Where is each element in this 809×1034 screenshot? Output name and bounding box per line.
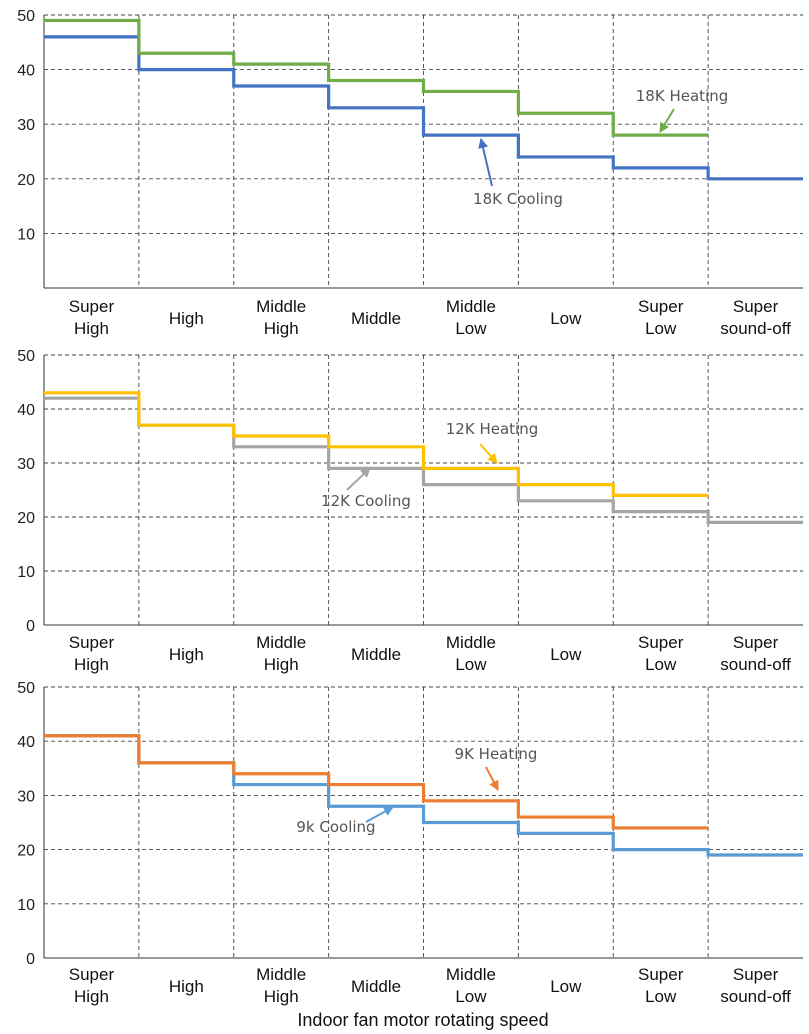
annotation-arrow bbox=[659, 108, 675, 133]
x-tick-label: Middle Low bbox=[446, 965, 496, 1006]
y-tick-label: 40 bbox=[17, 63, 35, 80]
series-annotation-label: 18K Cooling bbox=[473, 190, 563, 208]
y-tick-label: 50 bbox=[17, 348, 35, 365]
y-tick-label: 0 bbox=[26, 951, 35, 968]
x-tick-label: Super High bbox=[69, 965, 115, 1006]
x-tick-label: Super High bbox=[69, 297, 115, 338]
series-annotation-label: 18K Heating bbox=[636, 87, 728, 105]
annotation-arrow bbox=[478, 138, 493, 187]
annotation-arrow bbox=[479, 443, 498, 464]
y-tick-label: 0 bbox=[26, 618, 35, 635]
chart-3: 0 10 20 30 40 50 Super High High Middle High Middle… bbox=[17, 680, 803, 1030]
y-tick-label: 10 bbox=[17, 226, 35, 243]
series-line-1 bbox=[44, 391, 709, 497]
x-tick-label: Middle Low bbox=[446, 297, 496, 338]
x-tick-label: Super Low bbox=[638, 965, 684, 1006]
x-axis-title: Indoor fan motor rotating speed bbox=[297, 1010, 548, 1030]
series-annotation-label: 9K Heating bbox=[455, 745, 538, 763]
y-tick-label: 50 bbox=[17, 8, 35, 25]
x-tick-label: Middle High bbox=[256, 965, 306, 1006]
y-tick-label: 20 bbox=[17, 510, 35, 527]
series-annotation-label: 12K Cooling bbox=[321, 492, 411, 510]
y-tick-label: 20 bbox=[17, 843, 35, 860]
x-tick-label: High bbox=[169, 309, 204, 328]
x-tick-label: Low bbox=[550, 977, 582, 996]
y-tick-label: 10 bbox=[17, 897, 35, 914]
y-tick-label: 30 bbox=[17, 788, 35, 805]
x-tick-label: Middle High bbox=[256, 297, 306, 338]
x-tick-label: Low bbox=[550, 309, 582, 328]
x-tick-label: Middle Low bbox=[446, 633, 496, 674]
x-tick-label: Super Low bbox=[638, 297, 684, 338]
x-tick-label: Super High bbox=[69, 633, 115, 674]
x-tick-label: Middle bbox=[351, 977, 401, 996]
y-tick-label: 50 bbox=[17, 680, 35, 697]
y-tick-label: 40 bbox=[17, 402, 35, 419]
y-tick-label: 30 bbox=[17, 456, 35, 473]
x-tick-label: Low bbox=[550, 645, 582, 664]
series-annotation-label: 9k Cooling bbox=[296, 818, 375, 836]
x-tick-label: High bbox=[169, 645, 204, 664]
x-tick-label: Super sound-off bbox=[720, 965, 791, 1006]
y-tick-label: 10 bbox=[17, 564, 35, 581]
y-tick-label: 40 bbox=[17, 734, 35, 751]
chart-2: 0 10 20 30 40 50 Super High High Middle High Middle… bbox=[17, 348, 803, 674]
annotation-arrow bbox=[365, 806, 394, 823]
x-tick-label: Middle bbox=[351, 645, 401, 664]
x-tick-label: Super sound-off bbox=[720, 633, 791, 674]
x-tick-label: Middle bbox=[351, 309, 401, 328]
annotation-arrow bbox=[485, 766, 499, 791]
series-annotation-label: 12K Heating bbox=[446, 420, 538, 438]
x-tick-label: Middle High bbox=[256, 633, 306, 674]
series-line-2 bbox=[44, 35, 803, 181]
y-tick-label: 20 bbox=[17, 172, 35, 189]
series-line-1 bbox=[44, 18, 709, 137]
series-line-1 bbox=[44, 734, 709, 830]
x-tick-label: Super sound-off bbox=[720, 297, 791, 338]
annotation-arrow bbox=[346, 467, 371, 491]
y-tick-label: 30 bbox=[17, 117, 35, 134]
chart-1: 10 20 30 40 50 Super High High Middle High Middle M… bbox=[17, 8, 803, 338]
x-tick-label: High bbox=[169, 977, 204, 996]
x-tick-label: Super Low bbox=[638, 633, 684, 674]
